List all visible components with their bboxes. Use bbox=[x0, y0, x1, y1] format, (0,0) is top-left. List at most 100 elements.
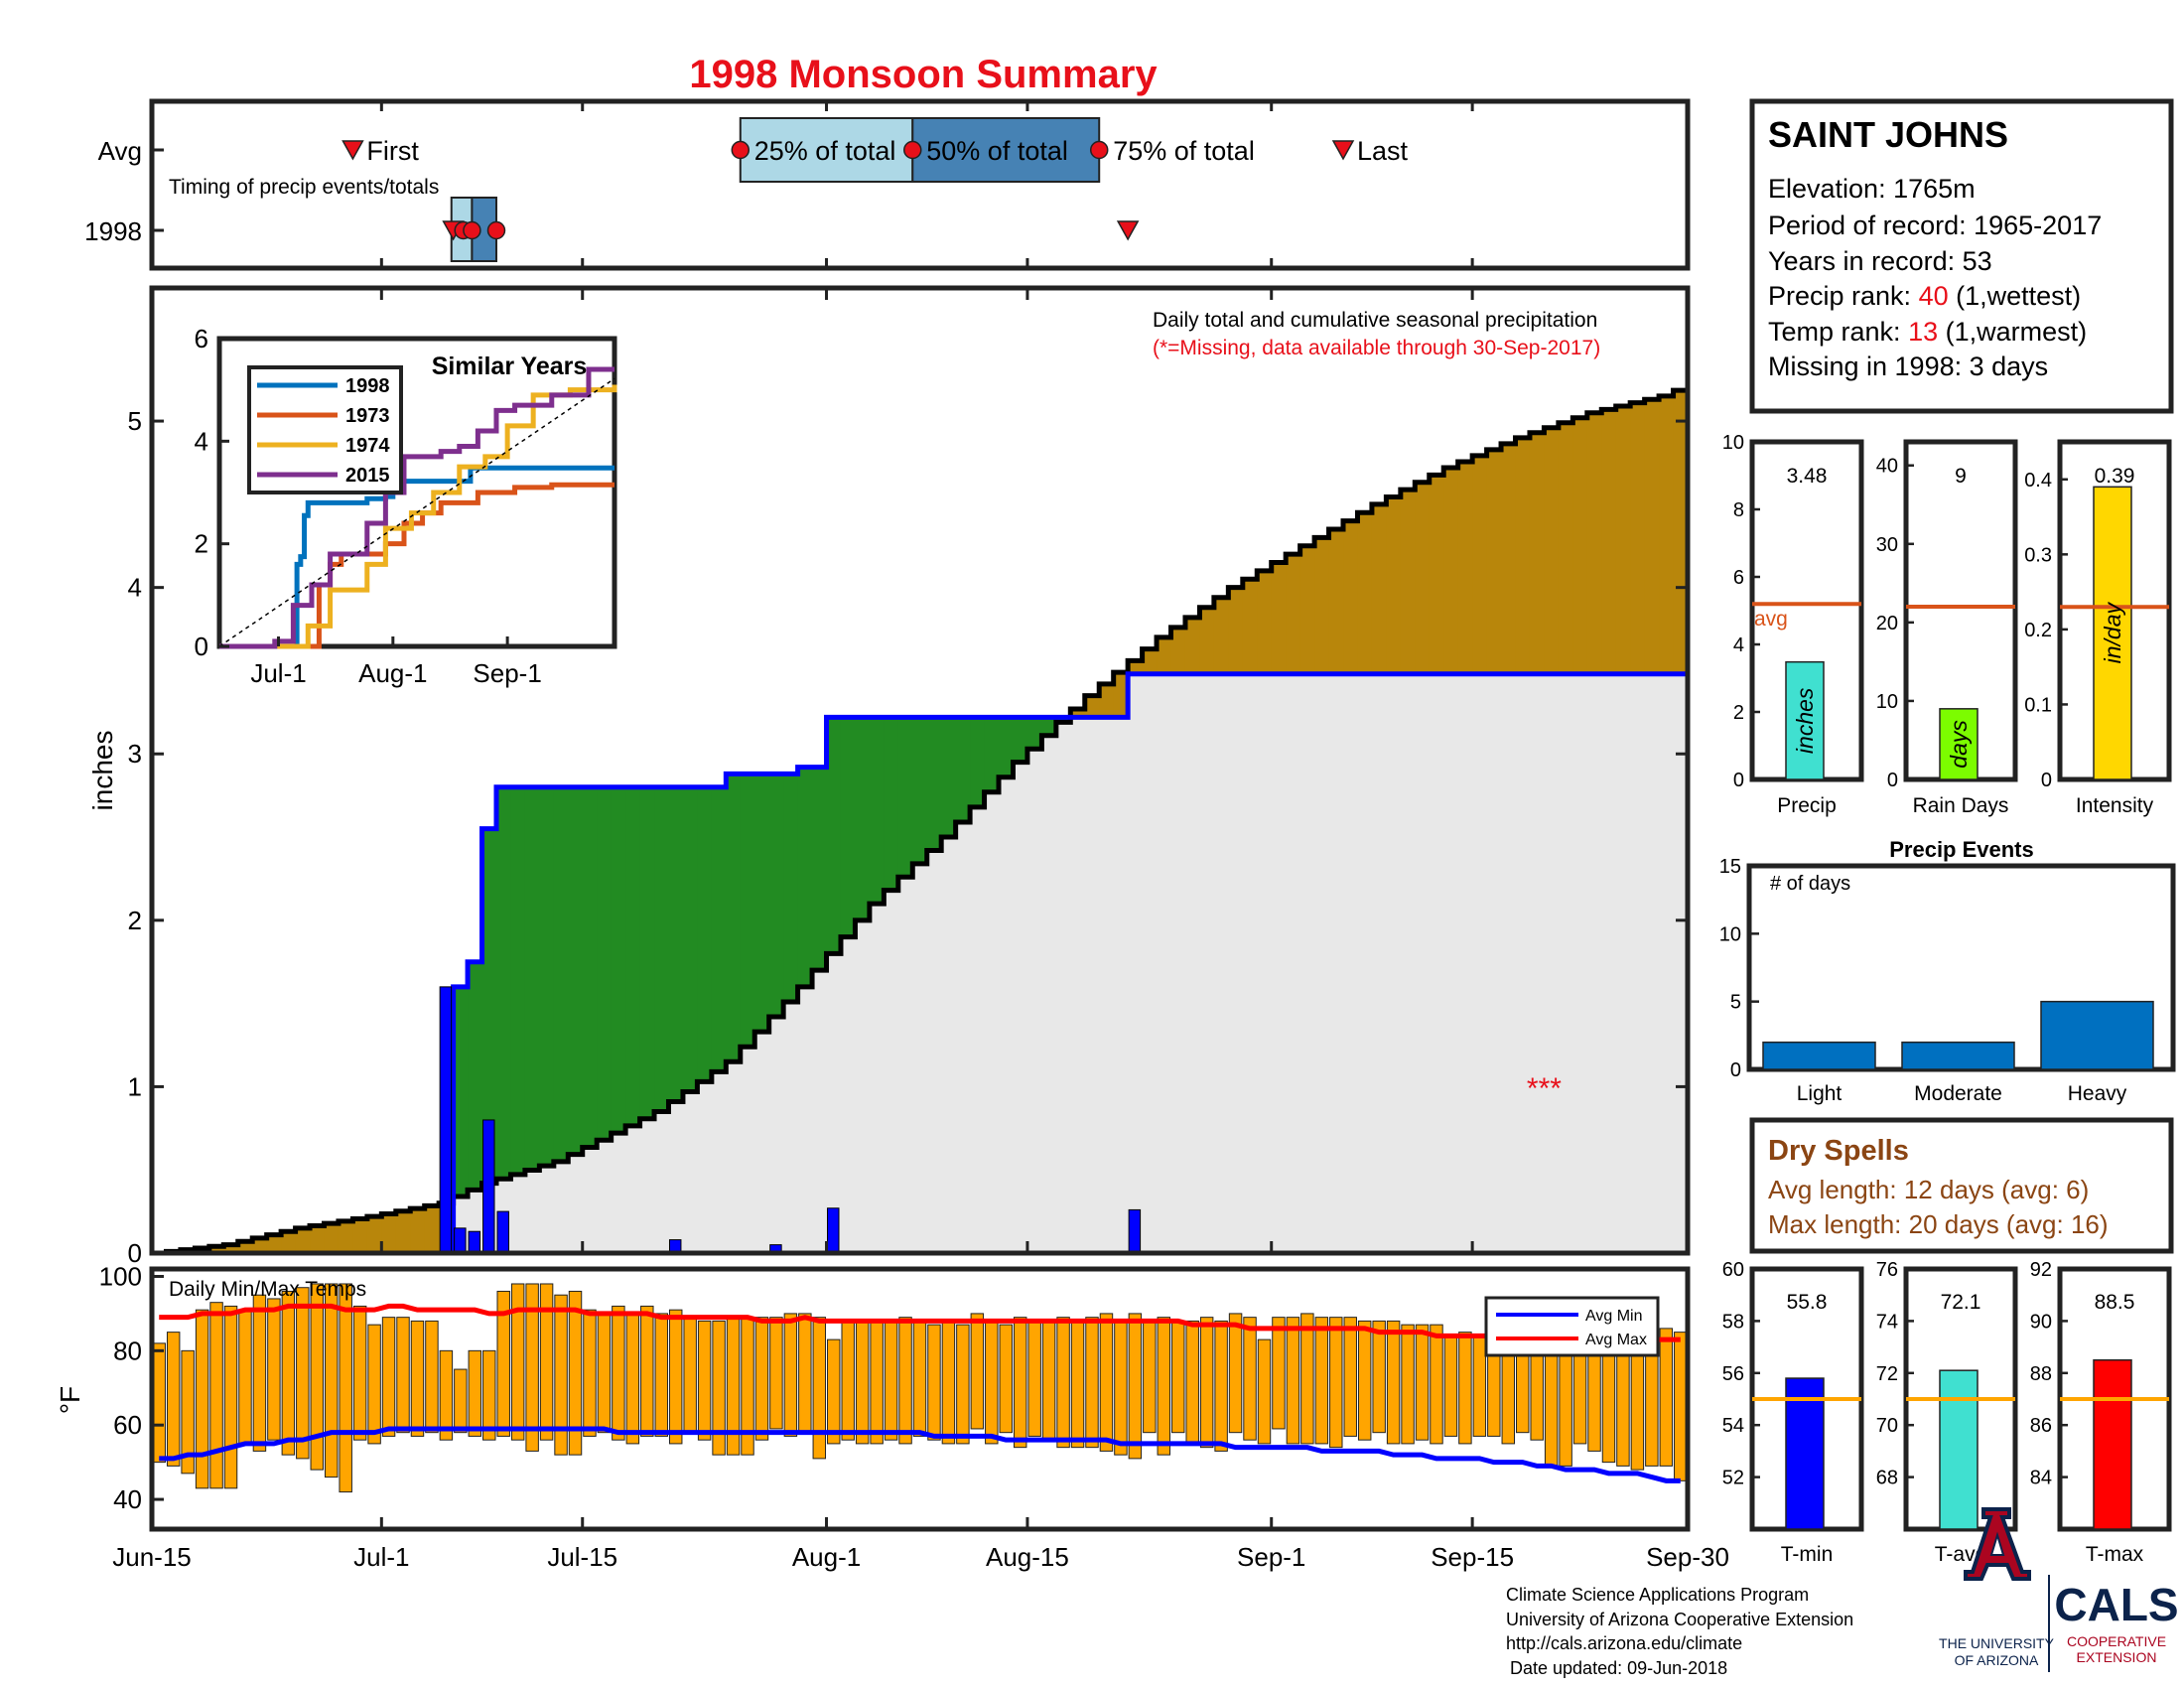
rain-days-label: Rain Days bbox=[1913, 794, 2009, 817]
base-fill-strip bbox=[1299, 673, 1315, 1253]
below-average-fill bbox=[1415, 482, 1431, 674]
base-fill-strip bbox=[1572, 673, 1588, 1253]
daily-precip-bar bbox=[827, 1207, 840, 1254]
base-fill-strip bbox=[1271, 673, 1287, 1253]
inset-legend-label-2015: 2015 bbox=[345, 465, 390, 487]
daily-temp-bar bbox=[1659, 1328, 1674, 1467]
base-fill-strip bbox=[897, 877, 913, 1253]
daily-precip-bar bbox=[1128, 1208, 1142, 1254]
daily-temp-bar bbox=[496, 1290, 510, 1437]
daily-temp-bar bbox=[554, 1294, 568, 1456]
below-average-fill bbox=[1099, 683, 1115, 718]
daily-temp-bar bbox=[583, 1309, 597, 1437]
daily-temp-bar bbox=[1257, 1338, 1272, 1445]
below-average-fill bbox=[252, 1237, 268, 1253]
below-average-fill bbox=[310, 1225, 325, 1253]
timing-marks: First 25% of total 50% of total 75% of tota… bbox=[341, 117, 1409, 262]
above-average-fill bbox=[611, 786, 626, 1134]
below-average-fill bbox=[338, 1220, 353, 1253]
daily-temp-bar bbox=[697, 1320, 712, 1441]
precip-event-label-heavy: Heavy bbox=[2068, 1082, 2127, 1105]
daily-temp-bar bbox=[209, 1302, 223, 1489]
above-average-fill bbox=[597, 786, 613, 1141]
base-fill-strip bbox=[625, 1125, 641, 1253]
year-50pct-marker bbox=[463, 220, 481, 240]
intensity-label: Intensity bbox=[2076, 794, 2154, 817]
base-fill-strip bbox=[1586, 673, 1602, 1253]
above-average-fill bbox=[668, 786, 684, 1102]
daily-temp-bar bbox=[425, 1320, 439, 1434]
precip-axes: 0 1 2 3 4 5 bbox=[128, 288, 1690, 1268]
temp-chart-border bbox=[149, 1266, 1691, 1532]
daily-temp-bar bbox=[223, 1305, 238, 1489]
daily-temp-bar bbox=[1674, 1332, 1688, 1481]
above-average-fill bbox=[468, 961, 483, 1191]
below-average-fill bbox=[1199, 607, 1215, 674]
precip-events-title: Precip Events bbox=[1889, 837, 2034, 862]
daily-temp-bar bbox=[1013, 1317, 1027, 1449]
precip-event-label-light: Light bbox=[1797, 1082, 1843, 1105]
precip-y-tick-label: 5 bbox=[128, 406, 142, 436]
below-average-fill bbox=[1400, 490, 1416, 674]
base-fill-strip bbox=[955, 821, 971, 1253]
below-average-fill bbox=[1601, 409, 1617, 674]
temp-ylabel: °F bbox=[55, 1386, 85, 1414]
station-elevation: Elevation: 1765m bbox=[1768, 174, 1976, 204]
above-average-fill bbox=[897, 717, 913, 878]
daily-temp-bar bbox=[510, 1283, 525, 1441]
above-average-fill bbox=[999, 717, 1014, 777]
above-average-fill bbox=[726, 774, 742, 1062]
avg-last-label: Last bbox=[1357, 136, 1409, 166]
base-fill-strip bbox=[1314, 673, 1330, 1253]
t-avg-tick-label: 76 bbox=[1876, 1259, 1898, 1281]
above-average-fill bbox=[1026, 717, 1042, 750]
daily-temp-bar bbox=[1056, 1317, 1070, 1449]
precip-tick-label: 8 bbox=[1733, 499, 1744, 521]
daily-temp-bar bbox=[1128, 1313, 1143, 1460]
below-average-fill bbox=[424, 1205, 440, 1253]
below-average-fill bbox=[1142, 648, 1158, 674]
daily-temp-bar bbox=[1357, 1320, 1372, 1441]
daily-temp-bar bbox=[912, 1320, 927, 1437]
x-tick-label: Jun-15 bbox=[112, 1542, 192, 1572]
daily-temp-bar bbox=[1027, 1320, 1041, 1437]
daily-temp-bar bbox=[238, 1309, 252, 1445]
base-fill-strip bbox=[1558, 673, 1573, 1253]
t-min-tick-label: 58 bbox=[1722, 1311, 1744, 1333]
above-average-fill bbox=[783, 774, 799, 1002]
base-fill-strip bbox=[1343, 673, 1358, 1253]
precip-event-bar-moderate bbox=[1901, 1041, 2015, 1070]
footer-line2: University of Arizona Cooperative Extens… bbox=[1506, 1610, 1853, 1629]
page-title: 1998 Monsoon Summary bbox=[689, 53, 1158, 96]
t-min-label: T-min bbox=[1781, 1543, 1834, 1566]
station-precip-rank: Precip rank: 40 (1,wettest) bbox=[1768, 281, 2081, 311]
base-fill-strip bbox=[1371, 673, 1387, 1253]
base-fill-strip bbox=[1328, 673, 1344, 1253]
daily-temp-bar bbox=[956, 1324, 970, 1445]
below-average-fill bbox=[1271, 562, 1287, 674]
rain-days-unit-label: days bbox=[1946, 720, 1972, 769]
precip-chart: 0 1 2 3 4 5 inches Daily total and cumulative… bbox=[87, 285, 1691, 1268]
precip-events-tick-label: 5 bbox=[1730, 992, 1741, 1014]
t-max-tick-label: 88 bbox=[2030, 1363, 2052, 1385]
above-average-fill bbox=[1041, 717, 1057, 736]
temp-chart-label: Daily Min/Max Temps bbox=[169, 1278, 366, 1301]
below-average-fill bbox=[1673, 390, 1689, 674]
footer-credits: Climate Science Applications Program Uni… bbox=[1506, 1585, 1853, 1678]
below-average-fill bbox=[1630, 402, 1646, 674]
inset-legend-box bbox=[247, 365, 403, 494]
daily-temp-bar bbox=[625, 1313, 640, 1445]
temp-chart: 40 60 80 100 Jun-15 Jul-1 Jul-15 Aug-1 Aug-15 Sep… bbox=[55, 1261, 1729, 1572]
avg-max-line bbox=[159, 1303, 1681, 1342]
daily-temp-bar bbox=[985, 1320, 999, 1445]
above-average-fill bbox=[970, 717, 986, 807]
below-average-fill bbox=[1228, 587, 1244, 674]
daily-temp-bar bbox=[1243, 1317, 1257, 1441]
daily-temp-bar bbox=[827, 1338, 841, 1445]
below-average-fill bbox=[1257, 570, 1273, 674]
base-fill-strip bbox=[1486, 673, 1502, 1253]
year-75pct-marker bbox=[486, 220, 506, 240]
precip-y-tick-label: 1 bbox=[128, 1071, 142, 1101]
above-average-fill bbox=[912, 717, 928, 864]
station-info-frame bbox=[1749, 98, 2174, 414]
